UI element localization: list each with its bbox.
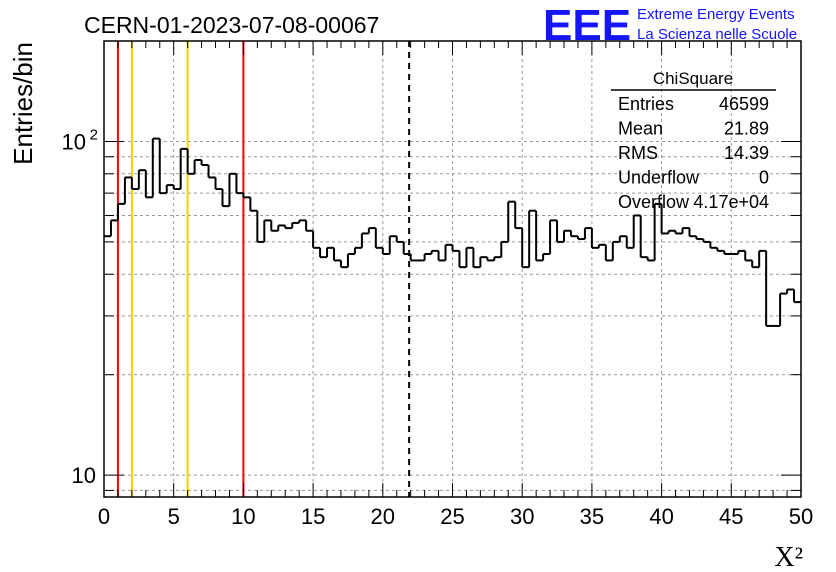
stats-label: Entries xyxy=(618,94,674,114)
marker-lines xyxy=(116,41,411,497)
y-tick-label: 10 xyxy=(72,463,96,488)
eee-logo: EEE Extreme Energy Events La Scienza nel… xyxy=(543,1,797,50)
stats-value: 0 xyxy=(759,168,769,188)
y-tick-exponent: 2 xyxy=(90,126,98,143)
x-tick-label: 45 xyxy=(719,504,743,529)
x-tick-label: 20 xyxy=(371,504,395,529)
x-tick-label: 0 xyxy=(98,504,110,529)
x-axis-label: X² xyxy=(774,542,803,572)
x-tick-label: 25 xyxy=(440,504,464,529)
x-tick-label: 30 xyxy=(510,504,534,529)
stats-value: 21.89 xyxy=(724,119,769,139)
histogram-bins xyxy=(104,137,801,327)
y-axis-label: Entries/bin xyxy=(8,42,38,165)
x-tick-label: 10 xyxy=(231,504,255,529)
logo-line1: Extreme Energy Events xyxy=(637,6,795,23)
stats-label: Mean xyxy=(618,119,663,139)
run-title: CERN-01-2023-07-08-00067 xyxy=(84,12,379,38)
x-tick-label: 50 xyxy=(789,504,813,529)
x-tick-label: 5 xyxy=(168,504,180,529)
logo-mark: EEE xyxy=(543,1,631,50)
y-tick-label: 10 xyxy=(62,129,86,154)
stats-value: 46599 xyxy=(719,94,769,114)
stats-label: RMS xyxy=(618,143,658,163)
stats-value: 14.39 xyxy=(724,143,769,163)
stats-value: 4.17e+04 xyxy=(693,192,769,212)
stats-label: Overflow xyxy=(618,192,690,212)
stats-label: Underflow xyxy=(618,168,700,188)
grid-lines xyxy=(104,41,801,497)
stats-rows: Entries 46599 Mean 21.89 RMS 14.39 Underflow 0 O… xyxy=(618,94,769,212)
x-tick-label: 40 xyxy=(649,504,673,529)
x-tick-label: 15 xyxy=(301,504,325,529)
axes xyxy=(103,40,802,498)
logo-line2: La Scienza nelle Scuole xyxy=(637,26,797,43)
stats-box: ChiSquare Entries 46599 Mean 21.89 RMS 14.39 U… xyxy=(611,69,776,212)
x-tick-label: 35 xyxy=(580,504,604,529)
stats-title: ChiSquare xyxy=(653,69,733,88)
x-tick-labels: 0 5 10 15 20 25 30 35 40 45 50 xyxy=(98,504,813,529)
